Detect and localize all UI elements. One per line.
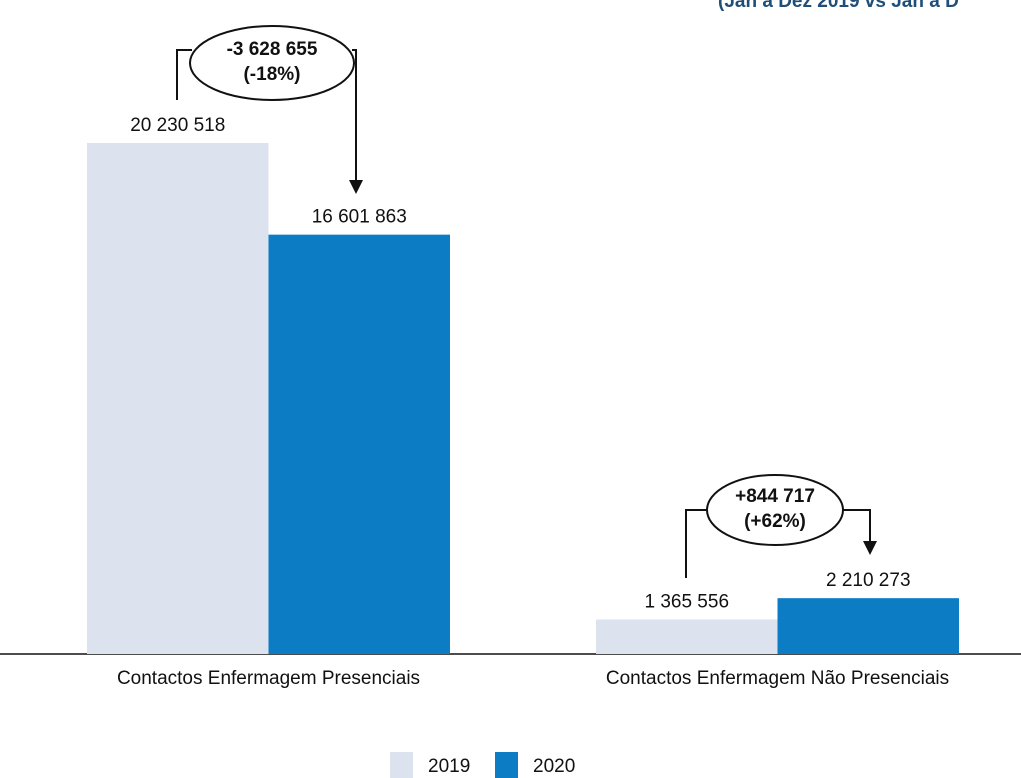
annotation-change: +844 717 xyxy=(735,486,815,507)
legend-swatch xyxy=(495,752,518,778)
bar xyxy=(87,143,269,654)
value-label: 20 230 518 xyxy=(130,115,225,136)
annotation-change: -3 628 655 xyxy=(227,39,318,60)
value-label: 2 210 273 xyxy=(826,570,911,591)
x-tick-label: Contactos Enfermagem Presenciais xyxy=(117,668,420,689)
chart-subtitle: (Jan a Dez 2019 vs Jan a D xyxy=(718,0,959,12)
annotation-percent: (+62%) xyxy=(744,511,806,532)
annotation-percent: (-18%) xyxy=(243,64,300,85)
value-label: 16 601 863 xyxy=(312,207,407,228)
legend-label: 2019 xyxy=(428,756,470,777)
legend-label: 2020 xyxy=(533,756,575,777)
annotation-brackets xyxy=(176,49,877,578)
x-tick-label: Contactos Enfermagem Não Presenciais xyxy=(606,668,949,689)
value-label: 1 365 556 xyxy=(644,592,729,613)
bar xyxy=(777,598,959,654)
annotation-ellipse xyxy=(189,25,355,101)
legend-swatch xyxy=(390,752,413,778)
annotation-ellipse xyxy=(706,474,844,546)
bar xyxy=(596,619,778,654)
bar xyxy=(268,234,450,655)
